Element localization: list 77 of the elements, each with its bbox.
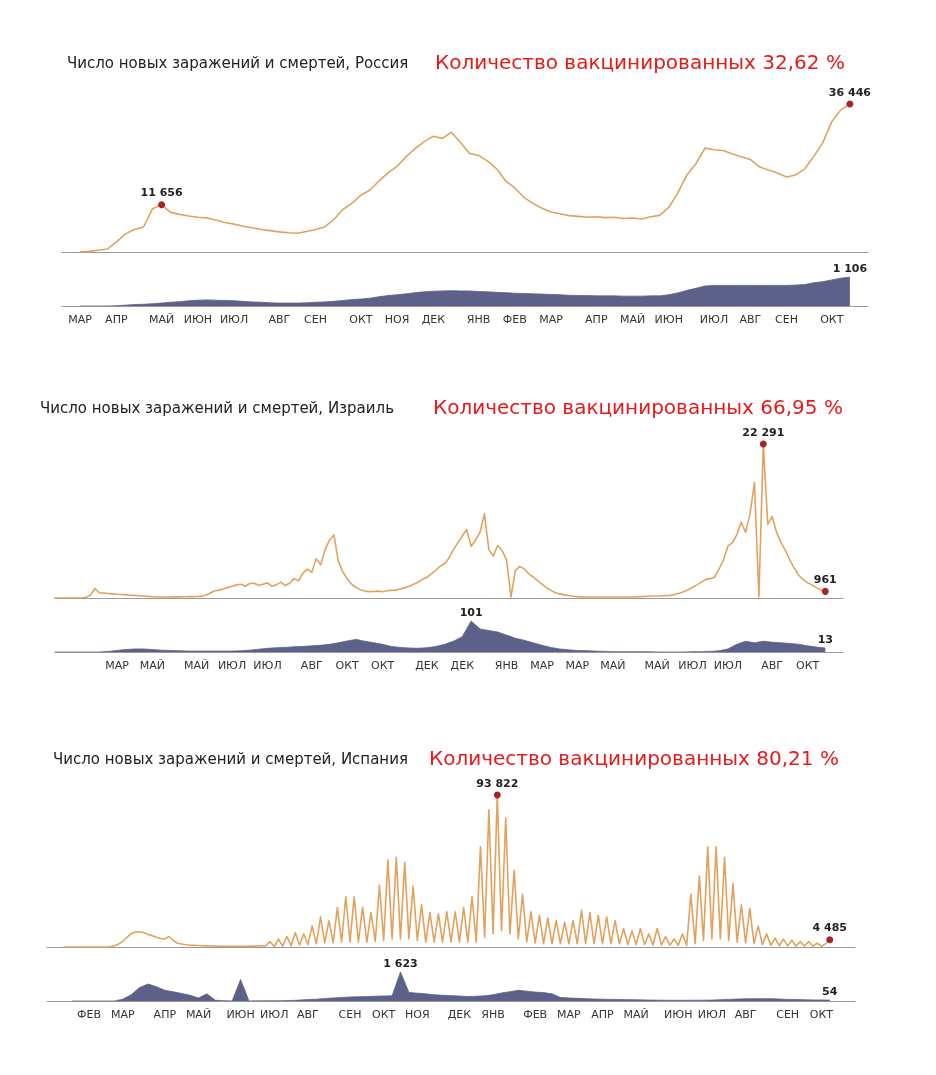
x-tick-label: НОЯ bbox=[405, 1008, 430, 1021]
x-tick-label: МАР bbox=[105, 659, 130, 672]
x-tick-label: ОКТ bbox=[820, 313, 844, 326]
x-tick-label: МАР bbox=[557, 1008, 582, 1021]
x-tick-label: АПР bbox=[585, 313, 608, 326]
x-tick-label: ЯНВ bbox=[494, 659, 519, 672]
x-tick-label: МАР bbox=[68, 313, 93, 326]
x-tick-label: ОКТ bbox=[795, 659, 820, 672]
x-tick-label: АВГ bbox=[761, 659, 784, 672]
x-tick-label: МАР bbox=[539, 313, 564, 326]
data-label: 961 bbox=[813, 572, 837, 586]
x-tick-label: ДЕК bbox=[415, 659, 439, 672]
data-label: 36 446 bbox=[828, 85, 872, 99]
x-tick-label: ДЕК bbox=[447, 1008, 472, 1021]
x-tick-label: СЕН bbox=[304, 313, 328, 326]
x-tick-label: ЯНВ bbox=[466, 313, 491, 326]
x-tick-label: ОКТ bbox=[349, 313, 373, 326]
x-tick-label: ИЮЛ bbox=[219, 313, 249, 326]
x-tick-label: АПР bbox=[105, 313, 128, 326]
text: Количество вакцинированных 66,95 % bbox=[433, 395, 843, 419]
x-tick-label: ОКТ bbox=[372, 1008, 396, 1021]
text: Количество вакцинированных 32,62 % bbox=[435, 50, 845, 74]
x-tick-label: ИЮЛ bbox=[678, 659, 707, 672]
x-tick-label: ОКТ bbox=[335, 659, 360, 672]
x-tick-label: АВГ bbox=[739, 313, 762, 326]
annotation: 1 106 bbox=[832, 262, 868, 275]
x-tick-label: МАЙ bbox=[139, 659, 166, 672]
x-tick-label: МАЙ bbox=[185, 1008, 212, 1021]
x-tick-label: МАЙ bbox=[623, 1008, 649, 1021]
x-tick-label: АПР bbox=[153, 1008, 177, 1021]
x-tick-label: ИЮЛ bbox=[699, 313, 729, 326]
x-tick-label: ИЮЛ bbox=[713, 659, 743, 672]
x-tick-label: НОЯ bbox=[384, 313, 410, 326]
x-tick-label: ИЮН bbox=[664, 1008, 693, 1021]
data-label: 4 485 bbox=[812, 921, 847, 935]
x-tick-label: АПР bbox=[591, 1008, 615, 1021]
x-tick-label: ФЕВ bbox=[77, 1008, 102, 1021]
data-label: 11 656 bbox=[140, 186, 184, 200]
x-tick-label: МАЙ bbox=[148, 313, 175, 326]
x-tick-label: ЯНВ bbox=[481, 1008, 505, 1021]
x-tick-label: ИЮЛ bbox=[217, 659, 247, 672]
x-tick-label: АВГ bbox=[297, 1008, 320, 1021]
data-label: 13 bbox=[817, 633, 833, 647]
x-tick-label: ОКТ bbox=[809, 1008, 834, 1021]
x-tick-label: ИЮЛ bbox=[697, 1008, 727, 1021]
x-tick-label: СЕН bbox=[775, 313, 798, 326]
x-tick-label: МАЙ bbox=[600, 659, 626, 672]
chart-title: Число новых заражений и смертей, Израиль bbox=[40, 398, 394, 417]
x-tick-label: МАР bbox=[530, 659, 555, 672]
x-tick-label: СЕН bbox=[776, 1008, 800, 1021]
chart-title: Число новых заражений и смертей, Испания bbox=[53, 749, 408, 768]
x-tick-label: МАР bbox=[110, 1008, 135, 1021]
x-tick-label: МАЙ bbox=[184, 659, 210, 672]
x-tick-label: ИЮН bbox=[654, 313, 683, 326]
x-tick-label: АВГ bbox=[300, 659, 323, 672]
x-tick-label: ФЕВ bbox=[523, 1008, 548, 1021]
x-tick-label: ИЮН bbox=[226, 1008, 255, 1021]
x-tick-label: ИЮЛ bbox=[253, 659, 282, 672]
data-label: 93 822 bbox=[476, 776, 519, 790]
x-tick-label: ДЕК bbox=[421, 313, 446, 326]
x-tick-label: ОКТ bbox=[371, 659, 395, 672]
x-tick-label: АВГ bbox=[734, 1008, 757, 1021]
x-tick-label: СЕН bbox=[338, 1008, 362, 1021]
x-tick-label: АВГ bbox=[268, 313, 291, 326]
x-tick-label: МАР bbox=[565, 659, 590, 672]
x-tick-label: ИЮЛ bbox=[260, 1008, 289, 1021]
x-tick-label: МАЙ bbox=[644, 659, 670, 672]
chart-title: Число новых заражений и смертей, Россия bbox=[67, 53, 409, 72]
data-label: 54 bbox=[822, 985, 838, 999]
x-tick-label: МАЙ bbox=[619, 313, 646, 326]
x-tick-label: ДЕК bbox=[450, 659, 475, 672]
text: Количество вакцинированных 80,21 % bbox=[429, 746, 839, 770]
data-label: 1 623 bbox=[383, 957, 418, 970]
x-tick-label: ФЕВ bbox=[502, 313, 527, 326]
data-label: 101 bbox=[459, 606, 483, 619]
data-label: 22 291 bbox=[742, 425, 785, 439]
x-tick-label: ИЮН bbox=[183, 313, 213, 326]
